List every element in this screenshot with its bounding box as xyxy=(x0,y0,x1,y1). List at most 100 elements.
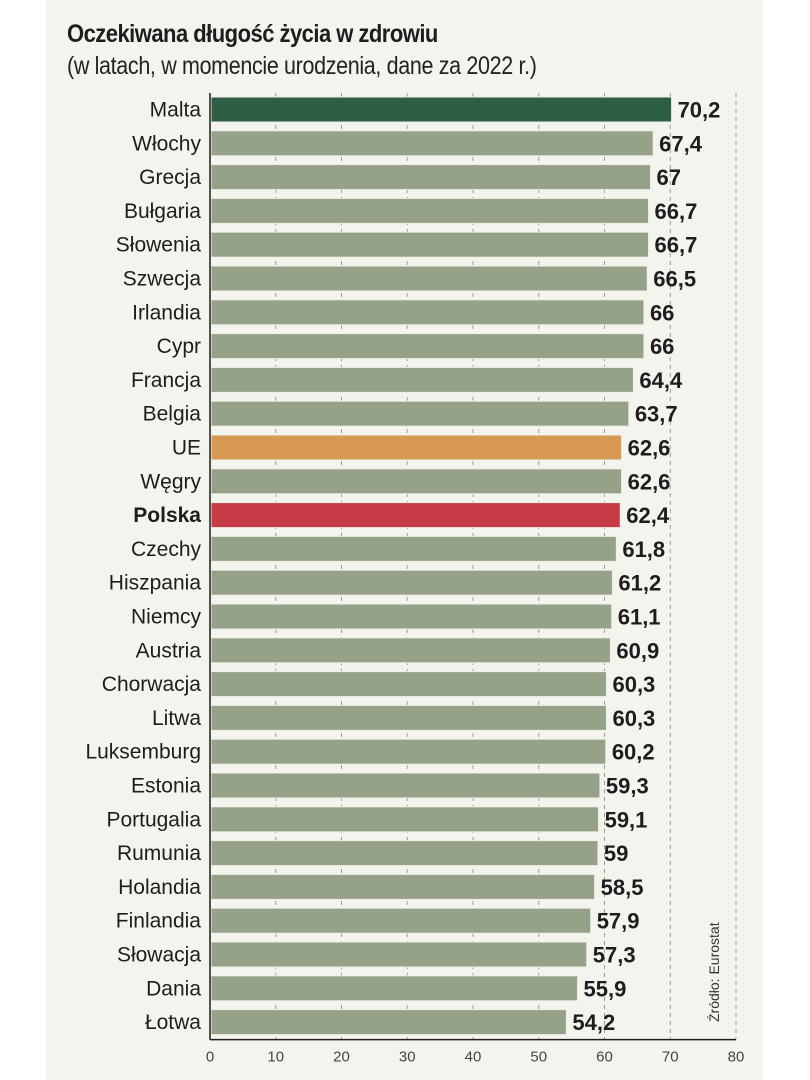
category-label: Łotwa xyxy=(145,1011,201,1034)
bar-słowenia xyxy=(210,231,650,258)
tick-label: 0 xyxy=(206,1049,214,1066)
category-label: Niemcy xyxy=(131,606,202,629)
x-axis xyxy=(209,93,736,1041)
bar-portugalia xyxy=(210,806,600,833)
tick-label: 30 xyxy=(399,1049,416,1066)
value-label: 62,4 xyxy=(626,503,670,528)
value-label: 66 xyxy=(650,300,674,325)
bar-bułgaria xyxy=(210,197,650,224)
value-label: 60,3 xyxy=(612,672,655,697)
value-label: 61,1 xyxy=(618,605,661,630)
category-label: Litwa xyxy=(152,707,201,730)
value-label: 59 xyxy=(604,841,628,866)
tick-label: 10 xyxy=(267,1049,284,1066)
bar-hiszpania xyxy=(210,569,613,596)
bar-belgia xyxy=(210,400,630,427)
bar-czechy xyxy=(210,535,617,562)
category-label: Polska xyxy=(133,504,201,527)
category-label: Czechy xyxy=(131,538,202,561)
category-label: Bułgaria xyxy=(124,200,201,223)
category-label: Estonia xyxy=(131,775,201,798)
category-label: Irlandia xyxy=(132,301,201,324)
value-label: 66,7 xyxy=(655,199,698,224)
source-label: Źródło: Eurostat xyxy=(706,922,722,1022)
value-label: 57,9 xyxy=(597,909,640,934)
value-label: 62,6 xyxy=(628,469,671,494)
bar-polska xyxy=(210,502,621,529)
bar-malta xyxy=(210,96,673,123)
bar-francja xyxy=(210,366,634,393)
category-label: Cypr xyxy=(157,335,201,358)
value-label: 57,3 xyxy=(593,943,636,968)
category-label: Chorwacja xyxy=(102,673,202,696)
x-tick-labels: 0 10 20 30 40 50 60 70 80 xyxy=(206,1049,745,1066)
bar-włochy xyxy=(210,130,654,157)
bar-niemcy xyxy=(210,603,613,630)
value-label: 64,4 xyxy=(639,368,683,393)
category-label: Holandia xyxy=(118,876,201,899)
tick-label: 40 xyxy=(465,1049,482,1066)
bar-estonia xyxy=(210,772,601,799)
gridlines xyxy=(275,93,737,1040)
value-label: 55,9 xyxy=(584,976,627,1001)
category-label: Rumunia xyxy=(117,842,201,865)
tick-label: 80 xyxy=(728,1049,745,1066)
value-label: 61,8 xyxy=(622,537,665,562)
bar-dania xyxy=(210,975,579,1002)
value-label: 59,1 xyxy=(605,807,648,832)
chart-subtitle: (w latach, w momencie urodzenia, dane za… xyxy=(67,52,537,80)
value-label: 61,2 xyxy=(618,571,661,596)
bar-litwa xyxy=(210,704,607,731)
category-label: UE xyxy=(172,437,201,460)
value-label: 66 xyxy=(650,334,674,359)
value-label: 63,7 xyxy=(635,402,678,427)
category-label: Hiszpania xyxy=(109,572,202,595)
bar-irlandia xyxy=(210,299,645,326)
category-label: Dania xyxy=(146,977,201,1000)
value-label: 58,5 xyxy=(601,875,644,900)
category-label: Belgia xyxy=(143,403,202,426)
value-label: 70,2 xyxy=(678,98,721,123)
value-label: 62,6 xyxy=(628,436,671,461)
bars xyxy=(210,96,673,1036)
category-label: Szwecja xyxy=(123,268,202,291)
category-label: Austria xyxy=(136,639,202,662)
chart-title: Oczekiwana długość życia w zdrowiu xyxy=(67,20,438,48)
bar-łotwa xyxy=(210,1009,567,1036)
bar-słowacja xyxy=(210,941,588,968)
category-label: Portugalia xyxy=(106,808,201,831)
value-label: 60,9 xyxy=(616,638,659,663)
tick-label: 20 xyxy=(333,1049,350,1066)
value-label: 59,3 xyxy=(606,774,649,799)
bar-finlandia xyxy=(210,907,592,934)
bar-rumunia xyxy=(210,840,599,867)
category-label: Słowacja xyxy=(117,944,201,967)
tick-label: 50 xyxy=(530,1049,547,1066)
tick-label: 70 xyxy=(662,1049,679,1066)
category-label: Luksemburg xyxy=(85,741,201,764)
value-label: 54,2 xyxy=(572,1010,615,1035)
category-label: Malta xyxy=(150,99,202,122)
category-label: Węgry xyxy=(140,470,201,493)
bar-luksemburg xyxy=(210,738,607,765)
bar-cypr xyxy=(210,333,645,360)
bar-chorwacja xyxy=(210,671,607,698)
value-labels: 70,2 67,4 67 66,7 66,7 66,5 66 66 64,4 63,7 62,6 62… xyxy=(572,98,720,1036)
tick-label: 60 xyxy=(596,1049,613,1066)
value-label: 67 xyxy=(657,165,681,190)
bar-holandia xyxy=(210,873,596,900)
bar-ue xyxy=(210,434,623,461)
category-label: Francja xyxy=(131,369,201,392)
category-labels: Malta Włochy Grecja Bułgaria Słowenia Szwecja… xyxy=(85,99,201,1035)
bar-szwecja xyxy=(210,265,648,292)
category-label: Słowenia xyxy=(116,234,202,257)
category-label: Grecja xyxy=(139,166,201,189)
value-label: 67,4 xyxy=(659,131,703,156)
category-label: Włochy xyxy=(132,132,201,155)
value-label: 60,3 xyxy=(612,706,655,731)
bar-grecja xyxy=(210,164,652,191)
category-label: Finlandia xyxy=(116,910,202,933)
value-label: 66,7 xyxy=(655,233,698,258)
value-label: 60,2 xyxy=(612,740,655,765)
